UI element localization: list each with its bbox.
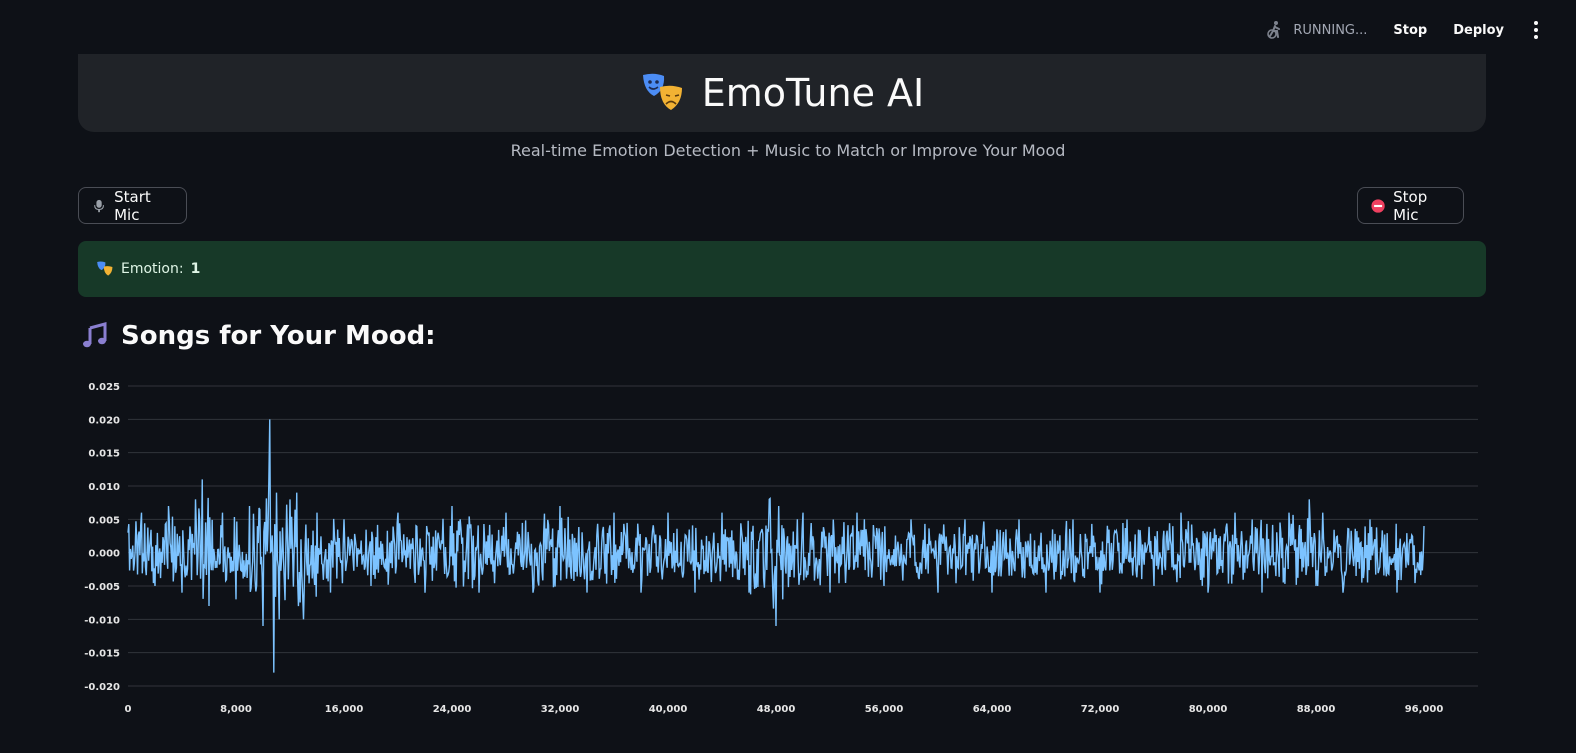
y-tick-label: 0.005 [88,515,120,526]
x-tick-label: 72,000 [1081,704,1120,715]
y-tick-label: -0.010 [84,615,120,626]
emotion-label: Emotion: [121,261,184,277]
x-tick-label: 80,000 [1189,704,1228,715]
subtitle: Real-time Emotion Detection + Music to M… [510,141,1066,160]
stop-mic-label: Stop Mic [1393,187,1428,224]
x-tick-label: 16,000 [325,704,364,715]
theater-masks-icon [642,73,682,110]
run-status: RUNNING... [1265,20,1367,40]
theater-masks-icon [97,261,113,276]
header-card: EmoTune AI [78,54,1486,132]
stop-mic-button[interactable]: Stop Mic [1357,187,1464,224]
y-tick-label: 0.000 [88,549,120,560]
songs-heading-text: Songs for Your Mood: [121,321,436,351]
y-tick-label: 0.010 [88,482,120,493]
y-tick-label: 0.015 [88,449,120,460]
x-tick-label: 64,000 [973,704,1012,715]
kebab-menu-icon[interactable] [1530,21,1542,39]
x-tick-label: 88,000 [1297,704,1336,715]
x-tick-label: 48,000 [757,704,796,715]
deploy-button[interactable]: Deploy [1453,22,1504,38]
start-mic-label: Start Mic [114,187,151,224]
x-tick-label: 96,000 [1405,704,1444,715]
songs-heading: Songs for Your Mood: [81,321,436,351]
emotion-alert: Emotion: 1 [78,241,1486,297]
waveform-series-line [127,419,1425,673]
app-title: EmoTune AI [701,71,925,115]
y-tick-label: 0.020 [88,415,120,426]
waveform-chart: 0.025 0.020 0.015 0.010 0.005 0.000 -0.005 -0.0… [84,382,1478,715]
stop-button[interactable]: Stop [1393,22,1428,38]
y-tick-label: -0.015 [84,649,120,660]
x-tick-label: 24,000 [433,704,472,715]
musical-notes-icon [83,322,107,348]
microphone-icon [94,199,104,212]
y-tick-label: -0.005 [84,582,120,593]
top-toolbar: RUNNING... Stop Deploy [0,0,1576,60]
running-person-icon [1267,21,1281,39]
x-tick-label: 32,000 [541,704,580,715]
x-tick-label: 40,000 [649,704,688,715]
y-tick-label: -0.020 [84,682,120,693]
status-text: RUNNING... [1293,22,1368,38]
x-tick-label: 8,000 [220,704,252,715]
x-tick-label: 0 [125,704,132,715]
emotion-value: 1 [190,261,201,277]
start-mic-button[interactable]: Start Mic [78,187,187,224]
x-tick-label: 56,000 [865,704,904,715]
y-tick-label: 0.025 [88,382,120,393]
no-entry-icon [1371,198,1385,213]
